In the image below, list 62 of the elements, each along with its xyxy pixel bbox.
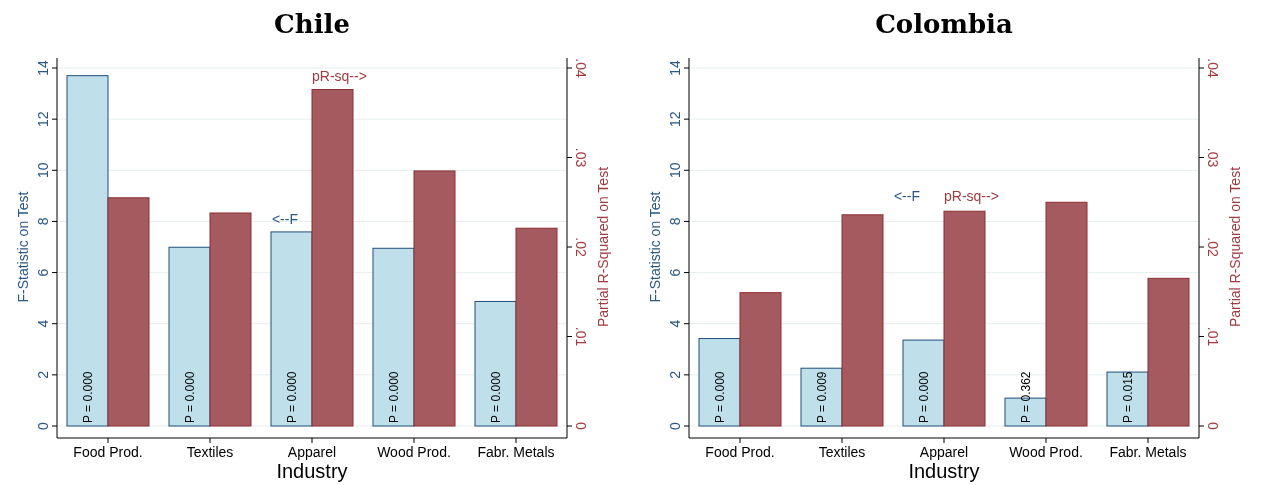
- x-axis-title: Industry: [276, 460, 348, 482]
- bar: [1045, 201, 1088, 427]
- y2-tick-label: .01: [1205, 326, 1221, 347]
- y-tick-label: 12: [35, 111, 51, 127]
- x-tick-label: Wood Prod.: [1009, 444, 1083, 460]
- annotation: pR-sq-->: [944, 187, 999, 204]
- x-tick-label: Food Prod.: [73, 444, 143, 460]
- y2-tick-label: .02: [1205, 237, 1221, 257]
- y2-tick-label: .04: [1205, 58, 1221, 78]
- x-tick-label: Fabr. Metals: [477, 444, 555, 460]
- y-tick-label: 0: [35, 421, 51, 430]
- y2-axis-title: Partial R-Squared on Test: [595, 166, 611, 328]
- y-tick-label: 12: [667, 111, 683, 127]
- y-tick-label: 4: [667, 319, 683, 328]
- y-tick-label: 6: [35, 268, 51, 277]
- annotation: <--F: [893, 187, 920, 204]
- x-tick-label: Fabr. Metals: [1109, 444, 1187, 460]
- x-tick-label: Food Prod.: [705, 444, 775, 460]
- annotation: P = 0.000: [182, 371, 197, 423]
- bar: [841, 214, 884, 427]
- x-axis-title: Industry: [908, 460, 980, 482]
- y2-tick-label: 0: [573, 422, 589, 431]
- y-tick-label: 4: [35, 319, 51, 328]
- y-tick-label: 2: [667, 370, 683, 379]
- annotation: P = 0.009: [814, 371, 829, 423]
- y2-tick-label: .03: [1205, 147, 1221, 168]
- y-tick-label: 10: [35, 162, 51, 179]
- y2-tick-label: .01: [573, 326, 589, 347]
- bar: [943, 210, 986, 427]
- x-tick-label: Textiles: [818, 444, 866, 460]
- y-tick-label: 14: [35, 60, 51, 76]
- annotation: <--F: [271, 210, 298, 227]
- x-tick-label: Apparel: [919, 444, 969, 460]
- y-tick-label: 8: [667, 217, 683, 226]
- y2-tick-label: .02: [573, 237, 589, 257]
- bar: [1147, 277, 1190, 427]
- chart-title: Colombia: [875, 9, 1013, 39]
- y-axis-title: F-Statistic on Test: [647, 191, 663, 303]
- y-tick-label: 8: [35, 217, 51, 226]
- annotation: P = 0.015: [1120, 371, 1135, 423]
- y-tick-label: 14: [667, 60, 683, 76]
- annotation: P = 0.000: [712, 371, 727, 423]
- annotation: P = 0.000: [916, 371, 931, 423]
- x-tick-label: Textiles: [186, 444, 234, 460]
- y-tick-label: 2: [35, 370, 51, 379]
- y-tick-label: 10: [667, 162, 683, 179]
- annotation: pR-sq-->: [312, 67, 367, 84]
- y2-tick-label: .03: [573, 147, 589, 168]
- y2-tick-label: 0: [1205, 422, 1221, 431]
- x-tick-label: Wood Prod.: [377, 444, 451, 460]
- y-axis-title: F-Statistic on Test: [15, 191, 31, 303]
- y2-axis-title: Partial R-Squared on Test: [1227, 166, 1243, 328]
- y-tick-label: 6: [667, 268, 683, 277]
- chart-title: Chile: [274, 9, 350, 39]
- annotation: P = 0.000: [488, 371, 503, 423]
- annotation: P = 0.362: [1018, 371, 1033, 423]
- x-tick-label: Apparel: [287, 444, 337, 460]
- annotation: P = 0.000: [284, 371, 299, 423]
- annotation: P = 0.000: [80, 371, 95, 423]
- y2-tick-label: .04: [573, 58, 589, 78]
- y-tick-label: 0: [667, 421, 683, 430]
- annotation: P = 0.000: [386, 371, 401, 423]
